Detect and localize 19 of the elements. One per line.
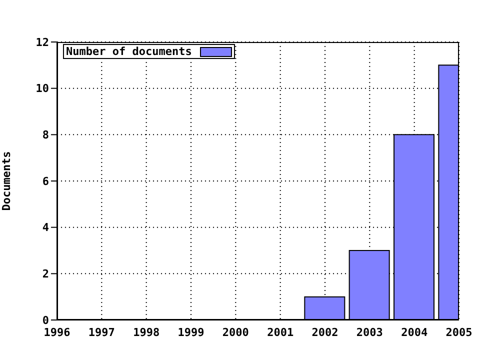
- y-tick-label: 0: [42, 314, 49, 327]
- x-tick-label: 2002: [312, 326, 338, 339]
- y-tick-label: 12: [36, 36, 49, 49]
- x-tick-label: 2005: [446, 326, 472, 339]
- y-tick-label: 10: [36, 82, 49, 96]
- y-tick-label: 2: [42, 268, 49, 281]
- y-tick-label: 4: [42, 221, 50, 234]
- y-tick-label: 8: [42, 128, 49, 142]
- x-tick-label: 2000: [222, 326, 249, 339]
- x-tick-label: 2001: [267, 326, 294, 339]
- x-tick-label: 1997: [88, 326, 115, 339]
- y-tick-label: 6: [42, 174, 50, 188]
- y-axis-title: Documents: [0, 151, 13, 211]
- legend-label: Number of documents: [66, 45, 192, 58]
- x-tick-label: 1999: [178, 326, 204, 339]
- x-tick-label: 2004: [401, 326, 428, 339]
- x-tick-label: 1996: [44, 326, 71, 339]
- x-tick-label: 1998: [133, 326, 160, 339]
- x-tick-label: 2003: [356, 326, 383, 339]
